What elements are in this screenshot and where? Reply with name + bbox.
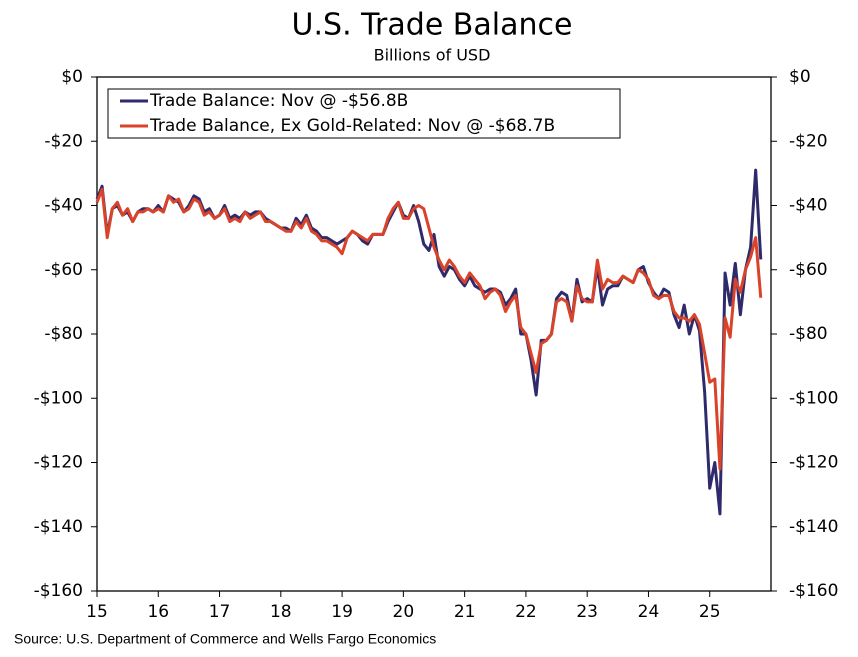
series-line: [95, 187, 763, 471]
series-line: [95, 168, 763, 516]
chart-subtitle: Billions of USD: [374, 46, 491, 65]
y-tick-label: -$120: [34, 453, 83, 473]
legend-box: [107, 88, 621, 139]
y-tick-label: -$100: [34, 388, 83, 408]
x-tick-label: 16: [147, 602, 169, 622]
legend-label: Trade Balance, Ex Gold-Related: Nov @ -$…: [149, 116, 555, 136]
y2-tick-label: -$140: [789, 517, 838, 537]
y-tick-label: -$40: [44, 196, 83, 216]
y2-tick-label: -$120: [789, 453, 838, 473]
y2-tick-label: -$100: [789, 388, 838, 408]
y2-tick-label: -$20: [789, 131, 828, 151]
x-tick-label: 23: [576, 602, 598, 622]
chart-title: U.S. Trade Balance: [292, 8, 573, 43]
y2-tick-label: $0: [789, 67, 811, 87]
x-tick-label: 17: [209, 602, 231, 622]
y2-tick-label: -$60: [789, 260, 828, 280]
legend-label: Trade Balance: Nov @ -$56.8B: [149, 91, 408, 111]
y-tick-label: -$60: [44, 260, 83, 280]
x-tick-label: 25: [699, 602, 721, 622]
y2-tick-label: -$40: [789, 196, 828, 216]
plot-frame: [96, 76, 772, 592]
y-tick-label: -$140: [34, 517, 83, 537]
y-tick-label: -$160: [34, 581, 83, 601]
x-tick-label: 21: [454, 602, 476, 622]
x-tick-label: 20: [393, 602, 415, 622]
y2-tick-label: -$80: [789, 324, 828, 344]
y-tick-label: -$80: [44, 324, 83, 344]
y-tick-label: $0: [61, 67, 83, 87]
y2-tick-label: -$160: [789, 581, 838, 601]
x-tick-label: 18: [270, 602, 292, 622]
x-tick-label: 15: [86, 602, 108, 622]
x-tick-label: 24: [638, 602, 660, 622]
x-tick-label: 19: [331, 602, 353, 622]
source-note: Source: U.S. Department of Commerce and …: [14, 631, 436, 647]
y-tick-label: -$20: [44, 131, 83, 151]
x-tick-label: 22: [515, 602, 537, 622]
